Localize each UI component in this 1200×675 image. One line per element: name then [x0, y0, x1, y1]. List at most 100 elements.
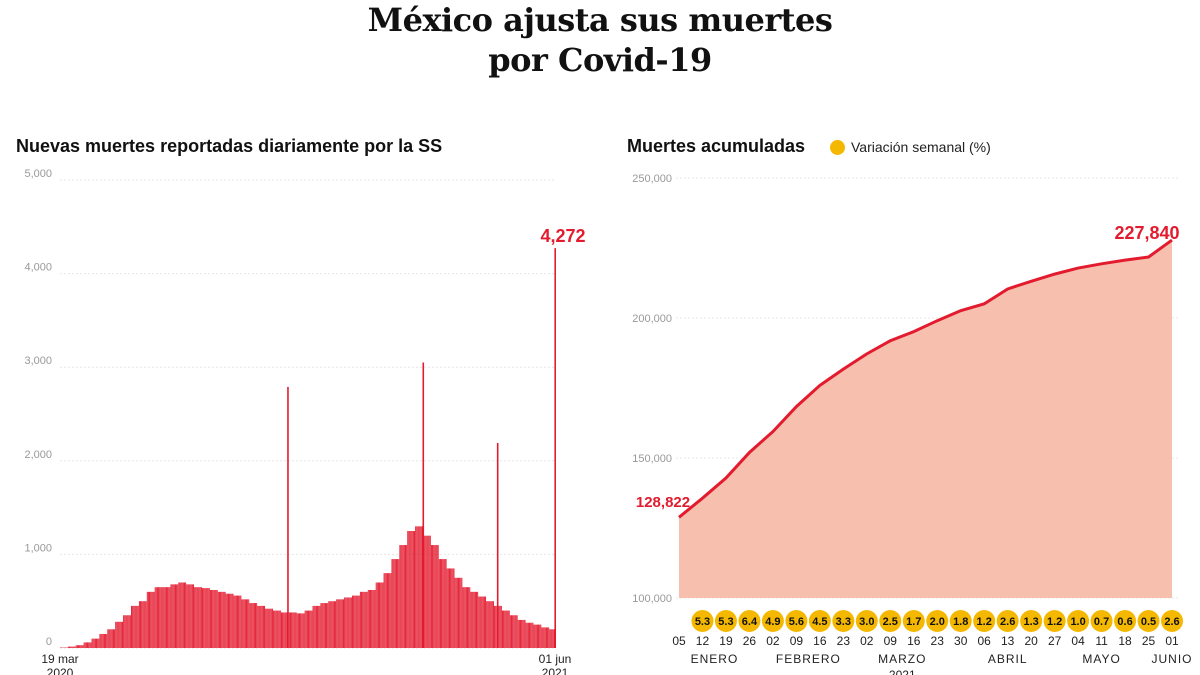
daily-bar [69, 646, 70, 648]
daily-bar [218, 591, 220, 648]
daily-bar [425, 535, 427, 648]
daily-bar [98, 638, 100, 648]
daily-bar [154, 587, 156, 648]
daily-bar [453, 568, 455, 648]
daily-bar [127, 615, 129, 648]
daily-bar [119, 621, 121, 648]
daily-bar [151, 591, 153, 648]
daily-bar [467, 587, 468, 648]
cumulative-line [678, 238, 1173, 519]
x-tick-label: 01 [1165, 634, 1179, 648]
daily-bar [335, 601, 337, 648]
daily-bar [133, 605, 135, 648]
daily-bar [190, 584, 192, 648]
daily-bar [155, 587, 157, 648]
daily-bar [312, 605, 314, 648]
daily-bar [390, 573, 392, 648]
variation-label: 3.0 [859, 616, 874, 628]
daily-bar [509, 615, 511, 648]
daily-bar [235, 595, 237, 648]
daily-bar [258, 605, 260, 648]
daily-bar [229, 593, 231, 648]
month-label: MARZO [878, 652, 926, 666]
daily-bar [158, 587, 160, 648]
daily-bar [85, 642, 87, 648]
daily-bar [180, 582, 182, 648]
daily-bar [361, 591, 362, 648]
daily-bar [225, 593, 227, 648]
daily-bar [505, 610, 507, 648]
daily-bar [207, 588, 209, 648]
daily-bar [543, 627, 545, 648]
daily-bar [530, 622, 532, 648]
daily-bar [513, 615, 515, 648]
variation-bubble [1090, 610, 1113, 632]
daily-bar [515, 615, 517, 648]
daily-bar [397, 559, 399, 648]
daily-bar [78, 645, 79, 648]
daily-bar [253, 603, 255, 648]
legend-label: Variación semanal (%) [851, 139, 991, 155]
daily-bar [84, 642, 86, 648]
daily-bar [187, 584, 189, 648]
daily-bar [267, 608, 269, 648]
daily-bar [184, 582, 185, 648]
variation-bubble [1161, 610, 1183, 632]
daily-bar [168, 587, 170, 648]
x-tick-label: 19 [719, 634, 733, 648]
daily-bar [428, 535, 430, 648]
daily-bar [456, 577, 458, 648]
daily-bar [224, 591, 226, 648]
daily-bar [434, 545, 436, 648]
daily-bar [389, 573, 391, 648]
daily-bar [204, 588, 206, 648]
daily-bar [476, 591, 477, 648]
daily-bar [250, 603, 252, 648]
daily-bar [75, 645, 77, 648]
daily-bar [409, 531, 411, 648]
daily-bar [120, 621, 122, 648]
daily-bar [100, 633, 102, 648]
daily-bar [103, 633, 105, 648]
daily-bar [131, 605, 132, 648]
daily-bar [352, 595, 353, 648]
daily-bar [444, 559, 446, 648]
x-tick-label: 11 [1095, 634, 1108, 648]
daily-bar [459, 577, 461, 648]
daily-bar [153, 591, 155, 648]
daily-bar [396, 559, 397, 648]
daily-bar [116, 621, 118, 648]
daily-bar [500, 605, 502, 648]
daily-bar [327, 603, 329, 648]
x-start-year: 2020 [47, 666, 74, 675]
daily-bar [439, 559, 441, 648]
x-tick-label: 09 [790, 634, 804, 648]
variation-label: 3.3 [836, 616, 851, 628]
daily-bar [488, 601, 490, 648]
daily-bar [226, 593, 228, 648]
daily-bar [473, 591, 475, 648]
daily-bar [230, 593, 232, 648]
daily-bar [318, 605, 320, 648]
daily-bar [486, 601, 488, 648]
x-tick-label: 16 [907, 634, 921, 648]
daily-bar [442, 559, 444, 648]
daily-bar [220, 591, 222, 648]
daily-bar [506, 610, 508, 648]
daily-bar [198, 587, 200, 648]
daily-bar [137, 605, 139, 648]
daily-bar [200, 587, 202, 648]
daily-bar [368, 589, 370, 648]
daily-bar [282, 612, 284, 648]
daily-bar [223, 591, 225, 648]
x-tick-label: 13 [1001, 634, 1015, 648]
daily-bar [366, 591, 368, 648]
daily-bar [237, 595, 238, 648]
daily-bar [294, 612, 296, 648]
daily-bar [286, 612, 288, 648]
daily-bar [344, 597, 346, 648]
daily-bar [124, 615, 126, 648]
y-tick-label: 100,000 [632, 593, 672, 605]
daily-bar [163, 587, 165, 648]
